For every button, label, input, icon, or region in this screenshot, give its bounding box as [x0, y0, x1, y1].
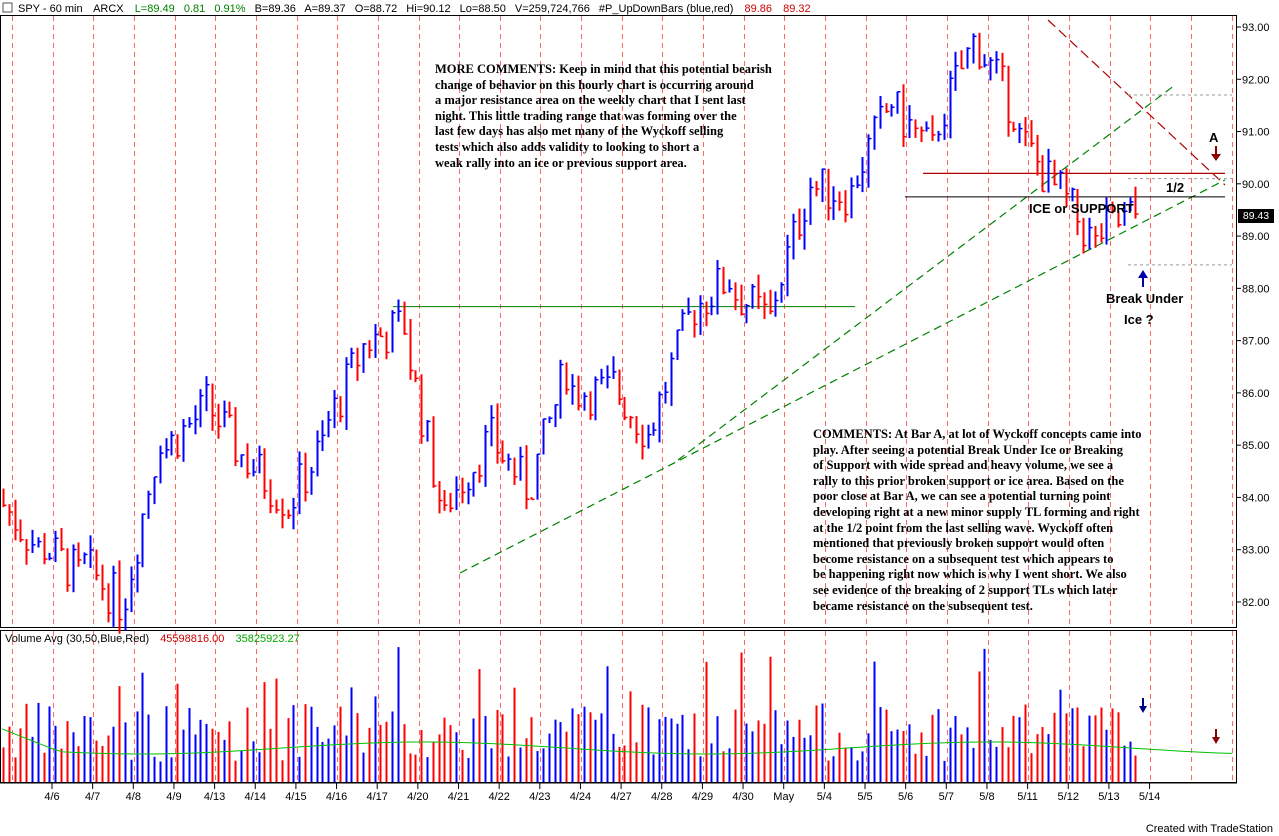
header-low: Lo=88.50: [460, 3, 506, 15]
x-tick-label: 5/14: [1139, 791, 1160, 803]
last-price-box: 89.43: [1238, 209, 1274, 223]
header-change: 0.81: [184, 3, 205, 15]
header-ind-v1: 89.86: [745, 3, 773, 15]
header-exchange: ARCX: [93, 3, 124, 15]
x-tick-label: 5/12: [1058, 791, 1079, 803]
x-tick-label: 5/7: [939, 791, 954, 803]
volume-arrow-a-icon: [1212, 729, 1220, 744]
vertical-gridlines: [12, 16, 1233, 782]
comments-text: COMMENTS: At Bar A, at lot of Wyckoff co…: [813, 427, 1142, 613]
x-tick-label: 4/16: [326, 791, 347, 803]
header-symbol: SPY - 60 min: [18, 3, 83, 15]
y-tick-label: 92.00: [1242, 74, 1270, 86]
volume-arrow-icon: [1139, 698, 1147, 713]
x-tick-label: 4/21: [448, 791, 469, 803]
header-open: O=88.72: [355, 3, 398, 15]
x-tick-label: 4/14: [245, 791, 266, 803]
break-under-arrow-icon: [1138, 270, 1148, 287]
x-tick-label: 4/6: [44, 791, 59, 803]
trendlines: [393, 19, 1232, 574]
volume-label: Volume Avg (30,50,Blue,Red): [5, 633, 149, 645]
symbol-icon[interactable]: [2, 2, 13, 13]
price-axis: 82.00 83.00 84.00 85.00 86.00 87.00 88.00 89.00…: [1236, 22, 1270, 609]
volume-average-line: [1, 728, 1233, 755]
break-under-label-2: Ice ?: [1124, 312, 1154, 327]
price-panel: [0, 15, 1237, 628]
x-tick-label: 4/15: [285, 791, 306, 803]
date-axis: 4/6 4/7 4/8 4/9 4/13 4/14 4/15 4/16 4/17 4/20 4/21…: [0, 782, 1237, 803]
credit-text: Created with TradeStation: [1145, 823, 1273, 835]
header-high: Hi=90.12: [406, 3, 450, 15]
x-tick-label: 5/8: [979, 791, 994, 803]
y-tick-label: 89.00: [1242, 231, 1270, 243]
x-tick-label: 4/13: [204, 791, 225, 803]
x-tick-label: 5/5: [857, 791, 872, 803]
x-tick-label: 5/11: [1017, 791, 1038, 803]
y-tick-label: 85.00: [1242, 440, 1270, 452]
y-tick-label: 91.00: [1242, 127, 1270, 139]
break-under-label: Break Under: [1106, 291, 1184, 306]
x-tick-label: 4/8: [126, 791, 141, 803]
header-change-pct: 0.91%: [214, 3, 245, 15]
x-tick-label: 4/24: [570, 791, 591, 803]
y-tick-label: 86.00: [1242, 388, 1270, 400]
x-tick-label: 5/4: [817, 791, 832, 803]
volume-v1: 45598816.00: [160, 633, 224, 645]
x-tick-label: 4/29: [692, 791, 713, 803]
y-tick-label: 82.00: [1242, 597, 1270, 609]
x-tick-label: 4/27: [610, 791, 631, 803]
y-tick-label: 93.00: [1242, 22, 1270, 34]
volume-header: Volume Avg (30,50,Blue,Red) 45598816.00 …: [5, 633, 300, 645]
support-trendline-long: [459, 179, 1226, 574]
price-bars: [2, 32, 1139, 634]
x-tick-label: 4/20: [407, 791, 428, 803]
x-tick-label: 4/17: [366, 791, 387, 803]
header-bid: B=89.36: [255, 3, 296, 15]
chart-header: SPY - 60 min ARCX L=89.49 0.81 0.91% B=8…: [18, 3, 811, 15]
supply-trendline: [1047, 19, 1226, 186]
y-tick-label: 90.00: [1242, 179, 1270, 191]
ice-label: ICE or SUPPORT: [1029, 201, 1134, 216]
x-tick-label: 4/7: [85, 791, 100, 803]
y-tick-label: 84.00: [1242, 492, 1270, 504]
x-tick-label: May: [773, 791, 794, 803]
volume-bars: [1, 647, 1233, 782]
x-tick-label: 4/30: [732, 791, 753, 803]
more-comments-text: MORE COMMENTS: Keep in mind that this po…: [435, 62, 772, 170]
header-last: L=89.49: [135, 3, 175, 15]
y-tick-label: 83.00: [1242, 545, 1270, 557]
x-tick-label: 5/6: [898, 791, 913, 803]
x-tick-label: 4/9: [166, 791, 181, 803]
y-tick-label: 87.00: [1242, 336, 1270, 348]
header-ind-v2: 89.32: [783, 3, 811, 15]
header-volume: V=259,724,766: [515, 3, 590, 15]
x-tick-label: 4/23: [529, 791, 550, 803]
y-tick-label: 88.00: [1242, 283, 1270, 295]
header-indicator: #P_UpDownBars (blue,red): [599, 3, 734, 15]
x-tick-label: 4/28: [651, 791, 672, 803]
half-label: 1/2: [1166, 180, 1185, 195]
volume-v2: 35825923.27: [235, 633, 299, 645]
x-tick-label: 5/13: [1098, 791, 1119, 803]
header-ask: A=89.37: [304, 3, 345, 15]
bar-a-label: A: [1209, 130, 1219, 145]
x-tick-label: 4/22: [488, 791, 509, 803]
bar-a-arrow-icon: [1211, 146, 1221, 161]
